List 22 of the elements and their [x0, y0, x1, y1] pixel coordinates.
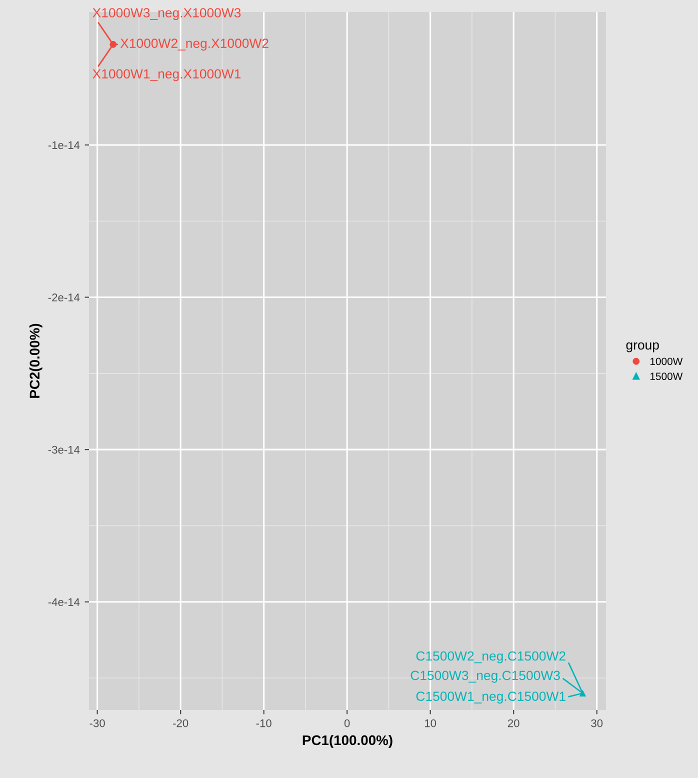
- x-tick-label: 30: [591, 719, 603, 728]
- y-tick-label: -2e-14: [48, 294, 80, 302]
- annotation: X1000W1_neg.X1000W1: [92, 69, 241, 82]
- x-tick-label: 10: [425, 719, 436, 728]
- x-axis-title: PC1(100.00%): [302, 734, 392, 748]
- legend-label: 1500W: [650, 372, 683, 380]
- annotation: C1500W2_neg.C1500W2: [416, 651, 566, 664]
- y-tick-label: -4e-14: [48, 598, 80, 606]
- x-tick-label: -30: [90, 719, 105, 728]
- x-tick-label: -10: [256, 719, 272, 728]
- annotation: X1000W3_neg.X1000W3: [92, 8, 241, 20]
- y-tick-label: -1e-14: [48, 141, 80, 150]
- annotation: C1500W3_neg.C1500W3: [410, 670, 560, 683]
- legend-title: group: [626, 342, 659, 352]
- annotation: C1500W1_neg.C1500W1: [416, 692, 566, 704]
- legend-label: 1000W: [650, 358, 683, 366]
- y-tick-label: -3e-14: [48, 446, 80, 454]
- x-tick-label: 0: [344, 719, 350, 728]
- x-tick-label: -20: [173, 719, 188, 728]
- annotation: X1000W2_neg.X1000W2: [120, 38, 268, 51]
- y-axis-title: PC2(0.00%): [29, 324, 42, 398]
- x-tick-label: 20: [508, 719, 520, 728]
